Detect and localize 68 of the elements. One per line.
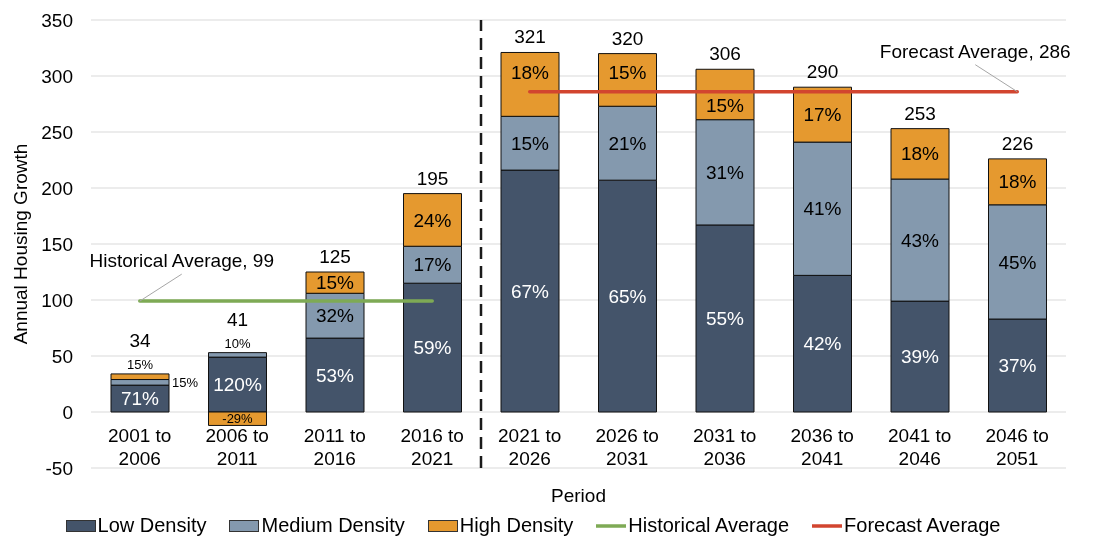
annotation: 15%	[608, 62, 647, 84]
total-label: 253	[904, 102, 936, 124]
y-tick-label: 150	[41, 233, 73, 255]
y-axis-title: Annual Housing Growth	[9, 143, 31, 345]
annotation: Forecast Average, 286	[879, 40, 1071, 62]
total-label: 125	[319, 246, 351, 267]
total-label: 41	[226, 308, 249, 330]
y-tick-label: 300	[41, 65, 73, 87]
total-label: 34	[129, 329, 151, 351]
annotation: 43%	[900, 229, 940, 251]
legend-label: High Density	[459, 514, 574, 537]
total-label: 321	[514, 26, 546, 48]
y-tick-label: 0	[62, 401, 73, 423]
annotation: 21%	[608, 132, 647, 154]
legend-label: Historical Average	[628, 514, 790, 537]
x-tick-label: 2011 to 2016	[303, 425, 366, 470]
annotation: 67%	[510, 280, 550, 302]
y-tick-label: -50	[45, 457, 73, 479]
legend-label: Forecast Average	[844, 514, 1001, 537]
annotation: 31%	[705, 161, 745, 183]
annotation: 59%	[413, 337, 452, 359]
total-label: 306	[709, 43, 741, 65]
x-tick-label: 2006 to 2011	[205, 425, 269, 470]
x-tick-label: 2036 to 2041	[790, 425, 854, 470]
annotation: 18%	[510, 61, 550, 83]
annotation: 55%	[705, 308, 745, 330]
legend-label: Medium Density	[261, 514, 405, 537]
x-tick-label: 2031 to 2036	[693, 425, 757, 470]
annotation: 53%	[315, 364, 355, 386]
total-label: 226	[1001, 132, 1034, 154]
x-tick-label: 2046 to 2051	[985, 425, 1049, 470]
annotation: 17%	[803, 104, 842, 126]
total-label: 290	[806, 61, 839, 83]
legend-label: Low Density	[97, 514, 207, 537]
total-label: 320	[611, 27, 644, 49]
x-axis-title: Period	[551, 485, 606, 506]
annotation: 17%	[413, 254, 452, 276]
annotation: 37%	[998, 355, 1037, 377]
annotation: 15%	[315, 272, 355, 294]
y-tick-label: 100	[41, 289, 73, 311]
annotation: 120%	[213, 374, 262, 396]
annotation: 15%	[172, 374, 199, 390]
x-tick-label: 2026 to 2031	[595, 425, 659, 470]
annotation: 15%	[705, 95, 745, 117]
y-tick-label: 250	[41, 121, 73, 143]
y-tick-label: 200	[41, 177, 73, 199]
annotation: 18%	[900, 143, 940, 165]
annotation: 45%	[998, 251, 1037, 273]
annotation: 15%	[126, 356, 154, 372]
y-tick-label: 50	[51, 345, 73, 367]
y-tick-label: 350	[41, 9, 73, 31]
annotation: 24%	[413, 209, 452, 231]
annotation: 71%	[120, 388, 160, 410]
annotation: 42%	[803, 333, 842, 355]
annotation: 65%	[608, 285, 647, 307]
annotation: 10%	[224, 335, 251, 351]
annotation: 15%	[510, 132, 550, 154]
annotation: 41%	[803, 198, 842, 220]
annotation: -29%	[222, 411, 254, 427]
annotation: Historical Average, 99	[89, 250, 274, 272]
annotation: 39%	[900, 346, 940, 368]
annotation: 32%	[315, 305, 355, 327]
x-tick-label: 2021 to 2026	[498, 425, 562, 470]
x-tick-label: 2041 to 2046	[888, 425, 952, 470]
annotation: 18%	[998, 171, 1037, 193]
x-tick-label: 2001 to 2006	[108, 425, 172, 470]
total-label: 195	[416, 167, 449, 189]
x-tick-label: 2016 to 2021	[400, 425, 464, 470]
